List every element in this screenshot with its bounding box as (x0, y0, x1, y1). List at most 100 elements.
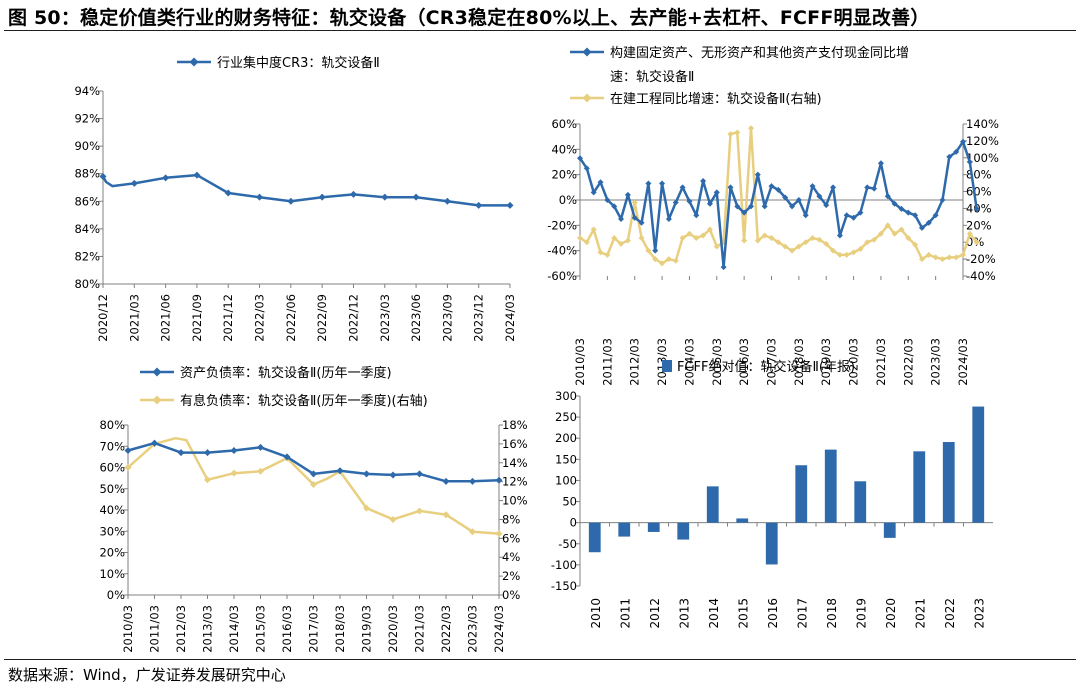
x-axis-tick-label: 2022/03 (439, 605, 453, 653)
y-axis-right-tick-label: 4% (502, 550, 520, 564)
x-axis-tick-label: 2021/12 (221, 294, 235, 342)
data-point-cr3 (287, 197, 295, 205)
data-point-cr3 (443, 197, 451, 205)
data-point-cr3 (381, 193, 389, 201)
x-axis-tick-label: 2016/03 (280, 605, 294, 653)
y-axis-tick-label: 94% (74, 84, 100, 98)
data-point-capex (843, 212, 850, 219)
y-axis-right-tick-label: 8% (502, 512, 520, 526)
data-point-interest-debt (204, 476, 211, 484)
data-point-construction (789, 247, 796, 254)
data-point-construction (747, 125, 754, 132)
legend-capex-label-line2: 速：轨交设备Ⅱ (610, 69, 694, 85)
data-point-construction (577, 235, 583, 241)
data-point-construction (946, 254, 953, 261)
x-axis-tick-label: 2019/03 (360, 605, 374, 653)
y-axis-right-tick-label: 14% (502, 456, 528, 470)
y-axis-right-tick-label: 6% (502, 531, 520, 545)
x-axis-tick-label: 2015 (736, 598, 750, 629)
data-point-asset-liability (151, 439, 158, 447)
data-point-asset-liability (416, 470, 423, 478)
y-axis-left-tick-label: 50% (99, 482, 125, 496)
x-axis-tick-label: 2014 (707, 598, 721, 629)
data-point-cr3 (99, 172, 107, 180)
data-point-capex (611, 203, 618, 210)
y-axis-tick-label: 250 (555, 410, 577, 424)
data-point-construction (850, 249, 857, 256)
y-axis-tick-label: -100 (551, 558, 577, 572)
x-axis-tick-label: 2021/06 (159, 294, 173, 342)
x-axis-tick-label: 2023 (972, 598, 986, 629)
data-point-asset-liability (442, 477, 450, 485)
data-point-capex (583, 165, 590, 172)
data-point-asset-liability (389, 471, 397, 479)
bar-fcff-2023 (972, 406, 985, 523)
data-point-construction (624, 237, 631, 244)
data-point-construction (809, 235, 816, 241)
data-point-capex (946, 153, 953, 160)
data-point-asset-liability (204, 449, 211, 457)
data-point-construction (973, 239, 980, 246)
legend-construction-swatch-marker (582, 93, 592, 103)
x-axis-tick-label: 2023/03 (929, 338, 943, 386)
data-point-capex (590, 189, 597, 196)
data-point-capex (720, 264, 727, 271)
data-point-capex (918, 224, 925, 231)
data-point-cr3 (506, 201, 514, 209)
bar-fcff-2015 (736, 518, 749, 523)
data-point-construction (905, 235, 912, 241)
y-axis-right-tick-label: 16% (502, 437, 528, 451)
data-point-asset-liability (177, 449, 185, 457)
data-point-capex (727, 184, 734, 191)
data-point-capex (898, 205, 905, 212)
data-point-capex (912, 212, 919, 219)
data-point-construction (871, 236, 878, 243)
y-axis-right-tick-label: -40% (966, 269, 996, 283)
x-axis-tick-label: 2023/06 (409, 294, 423, 342)
data-point-construction (864, 239, 871, 246)
x-axis-tick-label: 2022/12 (346, 294, 360, 342)
data-point-cr3 (224, 189, 232, 197)
data-point-asset-liability (124, 447, 132, 454)
y-axis-left-tick-label: 30% (99, 524, 125, 538)
y-axis-tick-label: -50 (558, 537, 577, 551)
data-point-asset-liability (257, 443, 264, 451)
data-point-construction (679, 235, 686, 241)
data-point-capex (809, 183, 816, 190)
x-axis-tick-label: 2019/03 (819, 338, 833, 386)
y-axis-right-tick-label: -20% (966, 252, 996, 266)
data-point-capex (618, 216, 625, 222)
bar-fcff-2011 (618, 522, 631, 537)
data-point-cr3 (349, 190, 357, 198)
data-point-interest-debt (416, 507, 423, 515)
bar-fcff-2020 (883, 522, 896, 538)
data-point-interest-debt (363, 504, 370, 512)
data-point-capex (761, 203, 768, 210)
x-axis-tick-label: 2011/03 (600, 338, 614, 386)
data-point-construction (583, 239, 590, 246)
data-point-construction (686, 230, 693, 237)
y-axis-tick-label: 50 (562, 495, 577, 509)
y-axis-right-tick-label: 2% (502, 569, 520, 583)
source-rule (4, 659, 1076, 660)
y-axis-right-tick-label: 120% (966, 134, 999, 148)
data-point-capex (665, 216, 672, 222)
bar-fcff-2018 (824, 449, 837, 523)
data-point-capex (939, 197, 946, 203)
data-point-capex (747, 203, 754, 210)
x-axis-tick-label: 2023/09 (440, 294, 454, 342)
data-point-capex (864, 184, 871, 191)
data-point-interest-debt (469, 528, 476, 536)
data-point-capex (884, 193, 891, 200)
data-point-capex (624, 191, 631, 198)
x-axis-tick-label: 2022/03 (901, 338, 915, 386)
y-axis-tick-label: -150 (551, 579, 577, 593)
data-point-capex (877, 160, 884, 167)
chart-cr3-concentration: 行业集中度CR3：轨交设备Ⅱ 80% 82% 84% 86% 88% 90% 92% 94% 20… (74, 55, 517, 342)
data-point-construction (918, 256, 925, 263)
data-point-construction (672, 257, 679, 264)
legend-asset-liability-swatch-marker (152, 367, 162, 377)
data-point-construction (816, 236, 823, 243)
y-axis-left-tick-label: 60% (551, 117, 577, 131)
